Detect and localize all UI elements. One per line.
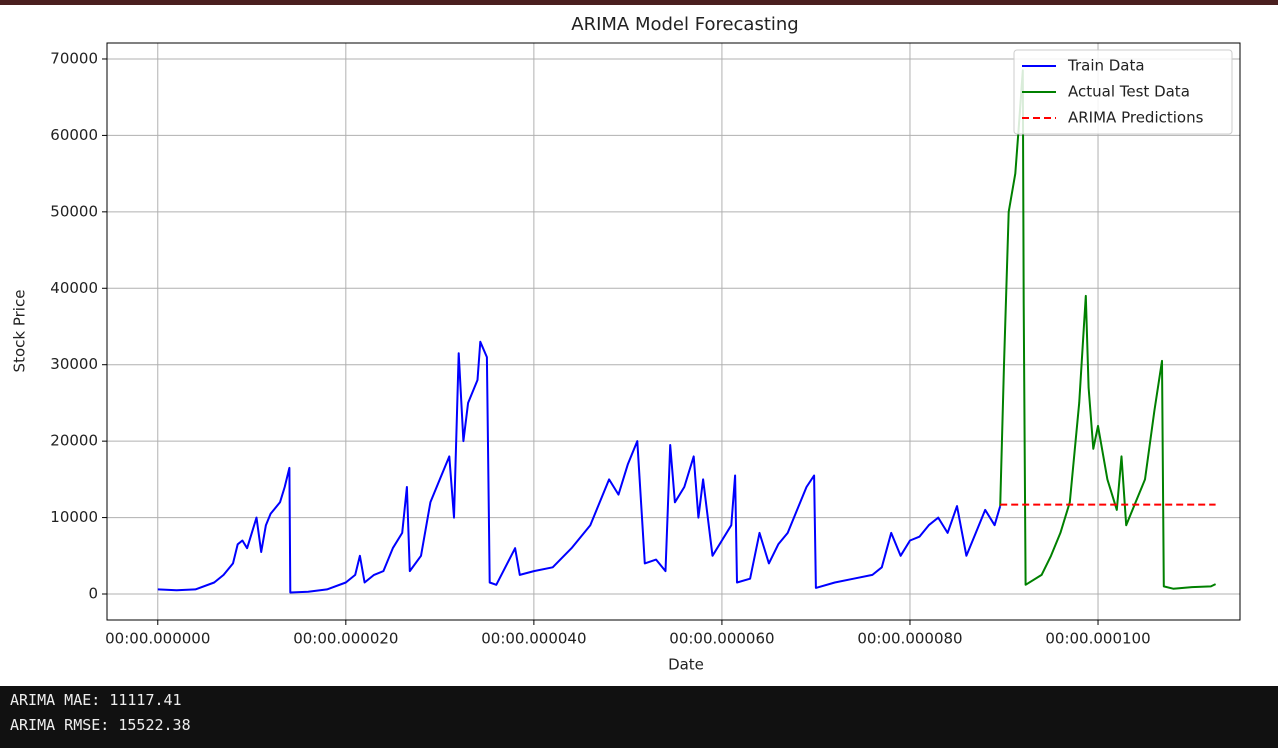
y-tick-label: 50000	[50, 202, 98, 220]
console-output: ARIMA MAE: 11117.41 ARIMA RMSE: 15522.38	[0, 686, 1278, 748]
series-line	[999, 69, 1217, 590]
legend-box	[1013, 49, 1233, 135]
x-tick-label: 00:00.000000	[105, 630, 210, 648]
series-line	[157, 340, 1002, 594]
x-tick-label: 00:00.000080	[857, 630, 962, 648]
y-tick-label: 60000	[50, 126, 98, 144]
y-tick-label: 40000	[50, 279, 98, 297]
x-tick-label: 00:00.000020	[293, 630, 398, 648]
output-line: ARIMA MAE: 11117.41	[10, 691, 182, 709]
legend-label: ARIMA Predictions	[1068, 109, 1204, 127]
y-tick-label: 20000	[50, 432, 98, 450]
y-tick-label: 0	[88, 585, 98, 603]
legend-label: Train Data	[1067, 57, 1145, 75]
y-tick-label: 10000	[50, 508, 98, 526]
output-line: ARIMA RMSE: 15522.38	[10, 716, 191, 734]
x-tick-label: 00:00.000100	[1045, 630, 1150, 648]
y-tick-label: 70000	[50, 49, 98, 67]
legend: Train Data Actual Test Data ARIMA Predicti…	[1013, 49, 1233, 135]
plot-frame	[106, 42, 1241, 621]
chart: ARIMA Model Forecasting Date Stock Price…	[11, 14, 1241, 674]
x-tick-label: 00:00.000060	[669, 630, 774, 648]
x-axis-label: Date	[668, 656, 704, 674]
chart-title: ARIMA Model Forecasting	[571, 14, 798, 35]
x-tick-label: 00:00.000040	[481, 630, 586, 648]
y-tick-label: 30000	[50, 355, 98, 373]
legend-label: Actual Test Data	[1068, 83, 1190, 101]
y-axis-label: Stock Price	[11, 290, 29, 373]
top-bar	[0, 0, 1278, 5]
